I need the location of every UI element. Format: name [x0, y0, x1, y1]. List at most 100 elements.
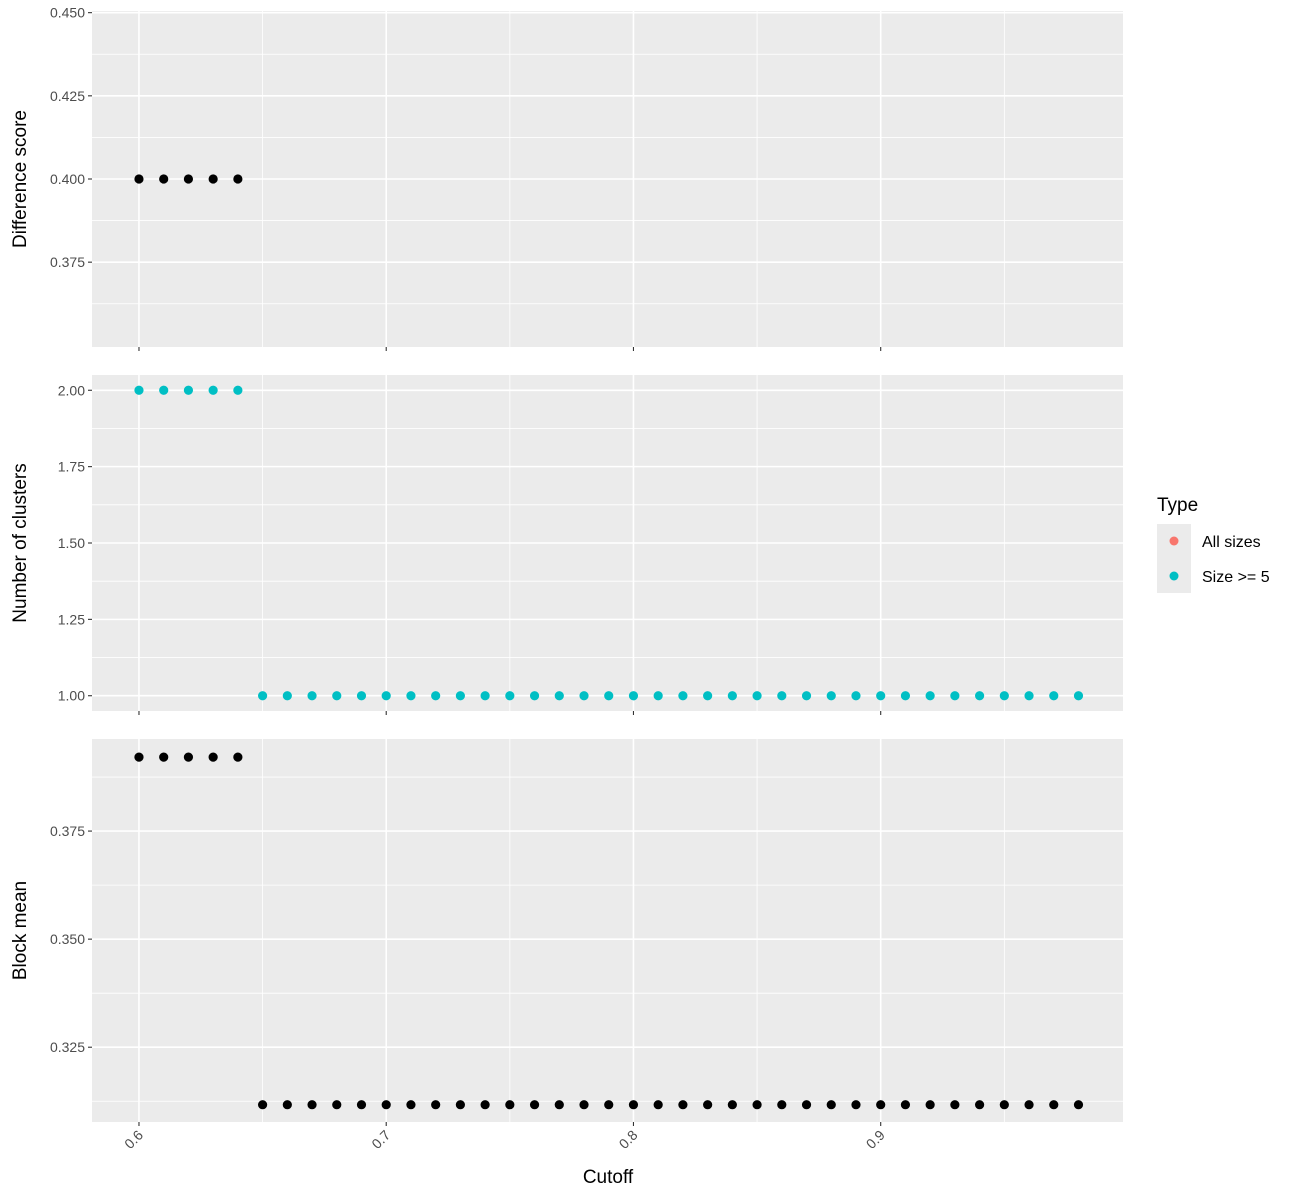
data-point — [900, 691, 911, 701]
data-point — [431, 691, 441, 701]
data-point — [159, 174, 169, 184]
y-tick-label: 1.75 — [58, 459, 85, 475]
data-point — [282, 691, 292, 701]
data-point — [554, 691, 564, 701]
data-point — [727, 691, 737, 701]
x-axis-title: Cutoff — [583, 1167, 634, 1188]
data-point — [678, 1100, 688, 1110]
data-point — [233, 174, 243, 184]
data-point — [851, 691, 861, 701]
data-point — [159, 385, 169, 395]
y-tick-label: 0.425 — [50, 88, 85, 104]
data-point — [183, 174, 194, 184]
data-point — [752, 691, 762, 701]
data-point — [777, 691, 787, 701]
data-point — [257, 1100, 268, 1110]
data-point — [134, 752, 144, 762]
data-point — [183, 752, 194, 762]
legend-key-all-sizes — [1169, 536, 1179, 546]
data-point — [999, 1100, 1009, 1110]
data-point — [554, 1100, 564, 1110]
data-point — [381, 691, 391, 701]
panel-3: 0.325 0.350 0.375 Block mean — [10, 739, 1123, 1126]
y-tick-label: 0.450 — [50, 5, 85, 21]
data-point — [529, 691, 540, 701]
data-point — [406, 691, 416, 701]
data-point — [406, 1100, 416, 1110]
data-point — [480, 691, 490, 701]
data-point — [233, 752, 243, 762]
data-point — [801, 691, 812, 701]
data-point — [1073, 1100, 1084, 1110]
data-point — [480, 1100, 490, 1110]
y-tick-label: 1.50 — [58, 535, 85, 551]
data-point — [579, 1100, 589, 1110]
data-point — [604, 691, 614, 701]
data-point — [208, 752, 218, 762]
data-point — [752, 1100, 762, 1110]
data-point — [134, 174, 144, 184]
data-point — [505, 691, 515, 701]
data-point — [257, 691, 268, 701]
data-point — [628, 691, 639, 701]
y-tick-label: 0.375 — [50, 823, 85, 839]
data-point — [529, 1100, 540, 1110]
data-point — [356, 691, 367, 701]
data-point — [579, 691, 589, 701]
data-point — [208, 385, 218, 395]
data-point — [851, 1100, 861, 1110]
data-point — [1049, 1100, 1059, 1110]
data-point — [455, 1100, 465, 1110]
data-point — [307, 1100, 317, 1110]
data-point — [974, 691, 985, 701]
plot-panels: 0.375 0.400 0.425 0.450 Difference score 1.00… — [10, 5, 1123, 1152]
legend-title: Type — [1157, 495, 1198, 516]
legend-key-size-5 — [1169, 571, 1179, 581]
y-axis-title: Number of clusters — [10, 463, 31, 622]
data-point — [826, 1100, 836, 1110]
data-point — [307, 691, 317, 701]
y-tick-label: 1.25 — [58, 611, 85, 627]
data-point — [332, 691, 342, 701]
data-point — [505, 1100, 515, 1110]
data-point — [950, 691, 960, 701]
data-point — [974, 1100, 985, 1110]
data-point — [431, 1100, 441, 1110]
legend-label-all-sizes: All sizes — [1202, 534, 1261, 551]
data-point — [678, 691, 688, 701]
data-point — [703, 691, 713, 701]
data-point — [876, 691, 886, 701]
legend: Type All sizes Size >= 5 — [1157, 495, 1270, 593]
data-point — [159, 752, 169, 762]
data-point — [653, 691, 663, 701]
data-point — [801, 1100, 812, 1110]
data-point — [208, 174, 218, 184]
y-tick-label: 0.400 — [50, 171, 85, 187]
data-point — [628, 1100, 639, 1110]
data-point — [703, 1100, 713, 1110]
data-point — [1049, 691, 1059, 701]
data-point — [727, 1100, 737, 1110]
data-point — [282, 1100, 292, 1110]
y-tick-label: 0.375 — [50, 254, 85, 270]
data-point — [826, 691, 836, 701]
y-tick-label: 0.350 — [50, 931, 85, 947]
data-point — [381, 1100, 391, 1110]
data-point — [653, 1100, 663, 1110]
data-point — [134, 385, 144, 395]
y-tick-label: 2.00 — [58, 382, 85, 398]
data-point — [925, 691, 935, 701]
data-point — [183, 385, 194, 395]
data-point — [900, 1100, 911, 1110]
data-point — [925, 1100, 935, 1110]
panel-background — [92, 739, 1123, 1122]
data-point — [356, 1100, 367, 1110]
y-tick-label: 0.325 — [50, 1039, 85, 1055]
data-point — [999, 691, 1009, 701]
panel-1: 0.375 0.400 0.425 0.450 Difference score — [10, 5, 1123, 351]
data-point — [233, 385, 243, 395]
data-point — [876, 1100, 886, 1110]
data-point — [604, 1100, 614, 1110]
data-point — [332, 1100, 342, 1110]
